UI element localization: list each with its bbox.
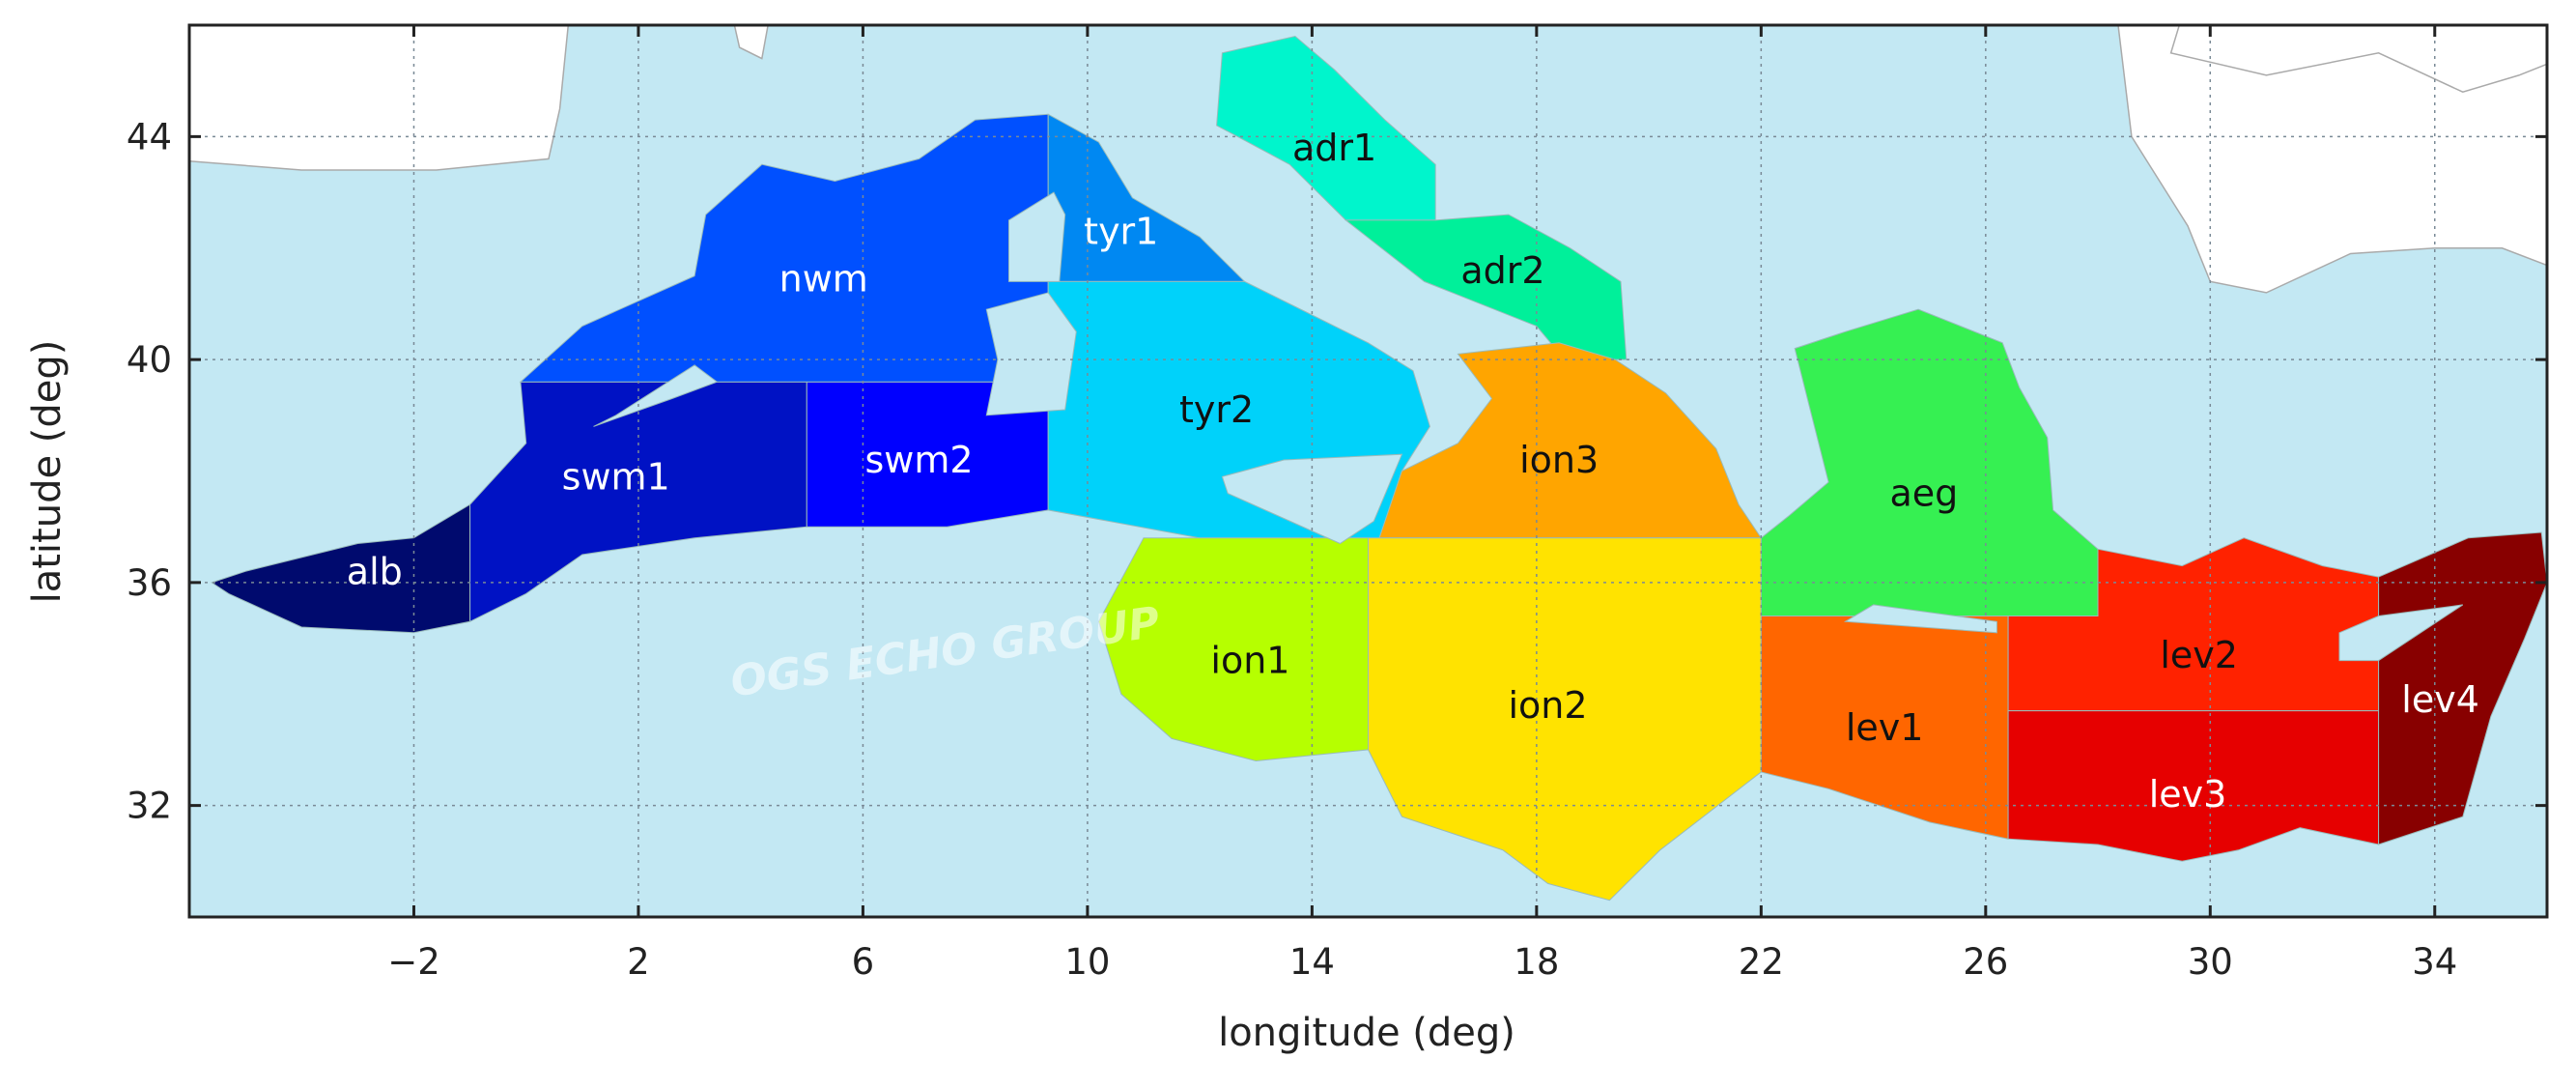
region-label: swm2	[865, 439, 974, 481]
island	[2338, 604, 2464, 662]
y-tick-label: 44	[127, 116, 172, 157]
region-label: tyr2	[1179, 388, 1254, 431]
x-tick-label: 6	[852, 941, 875, 983]
x-axis-label: longitude (deg)	[1218, 1011, 1515, 1055]
region-label: lev2	[2160, 634, 2238, 676]
island	[1843, 604, 1997, 634]
y-tick-label: 32	[127, 786, 172, 827]
region-label: ion2	[1508, 684, 1587, 727]
x-tick-label: 22	[1739, 941, 1784, 983]
plot-frame	[187, 23, 2549, 919]
x-tick-label: 30	[2188, 941, 2233, 983]
land	[189, 25, 570, 171]
region-label: lev3	[2149, 773, 2227, 816]
x-tick-label: −2	[387, 941, 440, 983]
land	[2169, 25, 2547, 93]
region-label: adr1	[1292, 127, 1376, 169]
region-label: adr2	[1460, 249, 1544, 292]
y-tick-label: 40	[127, 339, 172, 381]
region-label: alb	[347, 550, 403, 592]
region-label: ion1	[1210, 640, 1289, 682]
region	[1344, 214, 1628, 360]
x-tick-label: 18	[1514, 941, 1559, 983]
region-label: nwm	[779, 257, 868, 300]
island	[593, 364, 719, 427]
y-tick-label: 36	[127, 562, 172, 604]
x-tick-label: 14	[1289, 941, 1335, 983]
region-label: ion3	[1519, 439, 1599, 481]
region-label: lev4	[2401, 678, 2479, 721]
land	[733, 25, 769, 60]
x-tick-label: 2	[627, 941, 650, 983]
region	[1216, 35, 1436, 221]
x-tick-label: 10	[1064, 941, 1110, 983]
x-tick-label: 34	[2412, 941, 2457, 983]
x-tick-label: 26	[1963, 941, 2008, 983]
island	[1008, 191, 1066, 282]
land	[2117, 25, 2547, 294]
region-label: aeg	[1889, 472, 1958, 515]
island	[985, 292, 1077, 416]
region-label: swm1	[562, 455, 670, 498]
region	[1378, 342, 1763, 539]
y-axis-label: latitude (deg)	[25, 340, 70, 604]
map-layer	[189, 25, 2547, 902]
region-label: tyr1	[1084, 210, 1158, 252]
region-label: lev1	[1846, 706, 1924, 749]
